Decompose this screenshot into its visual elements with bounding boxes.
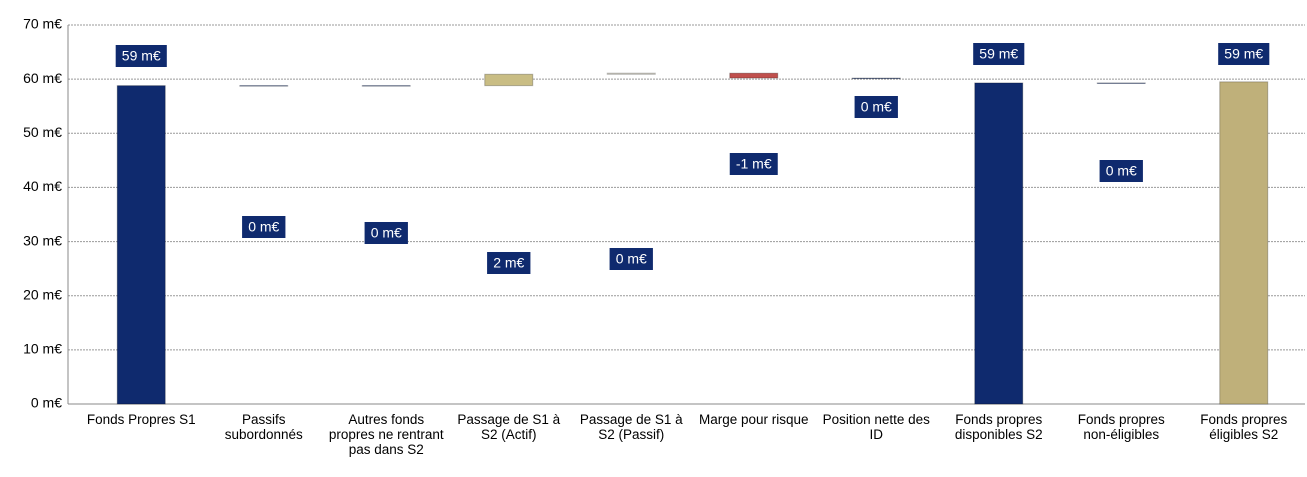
y-tick-label: 50 m€ [23,124,62,140]
bar [116,85,166,405]
bar [361,85,411,87]
value-label: 0 m€ [371,225,402,241]
y-tick-label: 30 m€ [23,232,62,248]
bar [1096,82,1146,84]
value-label: 0 m€ [1106,163,1137,179]
value-label-box [973,43,1025,65]
x-tick-label: Autres fonds propres ne rentrant pas dan… [328,412,444,457]
y-tick-label: 10 m€ [23,341,62,357]
y-tick-label: 60 m€ [23,70,62,86]
value-label-box [1218,43,1270,65]
x-tick-label: Fonds propres éligibles S2 [1200,412,1288,442]
value-label-box [1099,160,1143,182]
value-label: 59 m€ [1224,46,1263,62]
x-tick-label: Fonds propres non-éligibles [1077,412,1165,442]
x-tick-label: Passifs subordonnés [224,412,303,442]
value-label-box [487,252,531,274]
value-label-box [364,222,408,244]
y-tick-label: 0 m€ [31,395,62,411]
value-label-box [242,216,286,238]
y-tick-label: 70 m€ [23,16,62,32]
bar [606,72,656,75]
bar [729,72,779,79]
x-tick-label: Fonds propres disponibles S2 [954,412,1043,442]
value-label: 0 m€ [616,251,647,267]
bar [851,77,901,80]
value-label: 2 m€ [493,255,524,271]
value-label: 59 m€ [979,46,1018,62]
value-label: 0 m€ [248,219,279,235]
x-tick-label: Marge pour risque [698,412,809,427]
value-label-box [115,45,167,67]
bar [239,85,289,87]
x-tick-label: Fonds Propres S1 [86,412,196,427]
x-tick-label: Passage de S1 à S2 (Passif) [579,412,683,442]
value-label: -1 m€ [736,156,772,172]
value-label-box [729,153,778,175]
y-tick-label: 20 m€ [23,286,62,302]
value-label-box [854,96,898,118]
bar [1219,81,1269,405]
value-label: 0 m€ [861,99,892,115]
value-label: 59 m€ [122,48,161,64]
y-tick-label: 40 m€ [23,178,62,194]
bar [974,82,1024,405]
value-label-box [609,248,653,270]
x-tick-label: Passage de S1 à S2 (Actif) [457,412,561,442]
bar [484,73,534,87]
x-tick-label: Position nette des ID [822,412,930,442]
